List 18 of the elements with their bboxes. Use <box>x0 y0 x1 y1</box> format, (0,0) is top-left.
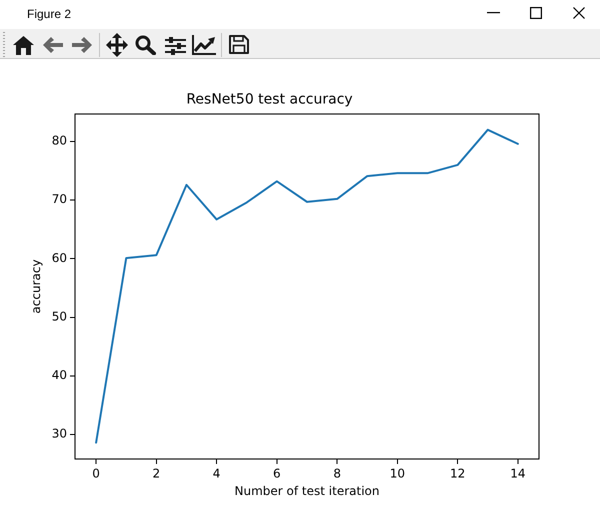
x-tick-label: 8 <box>333 466 341 480</box>
y-tick-label: 80 <box>52 134 67 148</box>
x-axis-title: Number of test iteration <box>234 484 380 498</box>
y-tick-label: 40 <box>52 368 67 382</box>
x-tick-label: 12 <box>450 466 466 480</box>
y-axis-title: accuracy <box>29 259 44 314</box>
x-tick-label: 10 <box>390 466 406 480</box>
x-tick-label: 2 <box>152 466 160 480</box>
x-tick-label: 4 <box>212 466 220 480</box>
y-tick-label: 60 <box>52 250 67 265</box>
y-tick-label: 70 <box>52 192 67 206</box>
chart-title: ResNet50 test accuracy <box>186 92 353 108</box>
x-tick-label: 0 <box>92 466 100 480</box>
y-tick-label: 30 <box>52 426 67 441</box>
y-tick-label: 50 <box>52 309 67 324</box>
caption: Figure 2 <box>27 7 72 21</box>
x-tick-label: 14 <box>510 466 526 480</box>
x-tick-label: 6 <box>273 466 281 480</box>
